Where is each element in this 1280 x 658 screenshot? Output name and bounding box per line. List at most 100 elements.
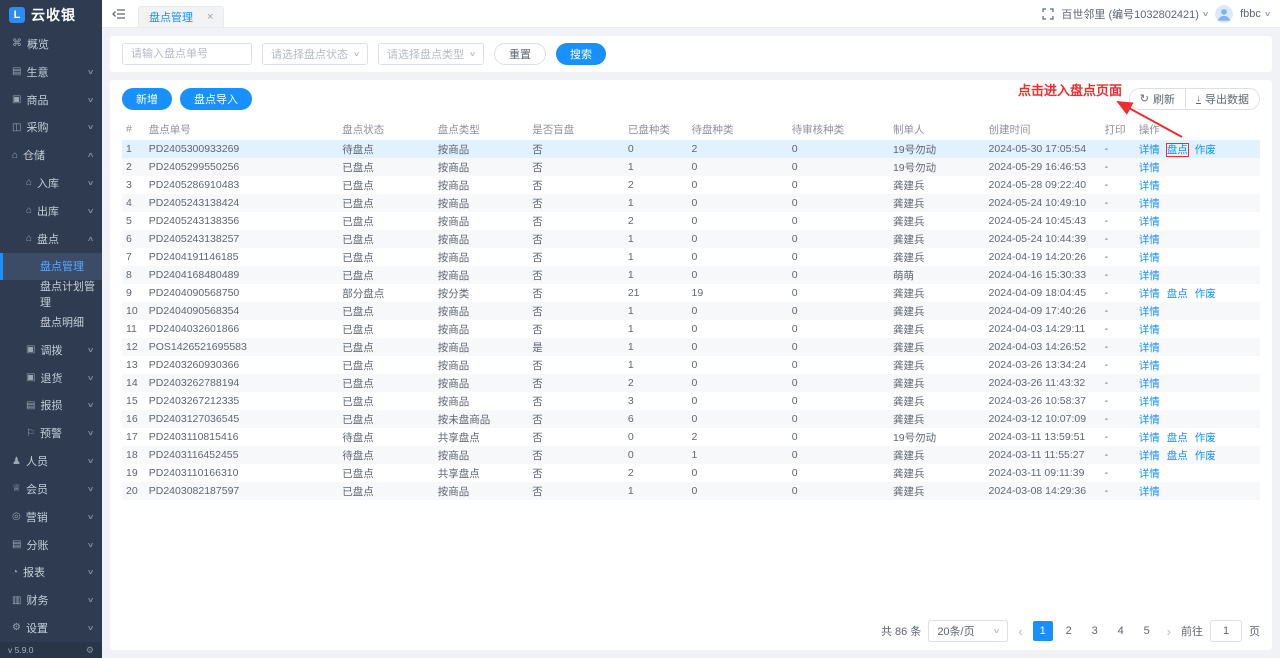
op-detail-link[interactable]: 详情 (1138, 323, 1160, 336)
chevron-up-icon: ∧ (86, 235, 95, 243)
export-button[interactable]: ↓ 导出数据 (1185, 89, 1259, 109)
sidebar-item-marketing[interactable]: ◎ 营销 ∨ (0, 503, 102, 531)
sidebar-item-business[interactable]: ▤ 生意 ∨ (0, 58, 102, 86)
store-selector[interactable]: 百世邻里 (编号1032802421) ∨ (1061, 6, 1209, 22)
op-detail-link[interactable]: 详情 (1138, 215, 1160, 228)
cell-ops: 详情 (1135, 212, 1260, 230)
purchase-icon: ◫ (12, 121, 22, 133)
cell-created: 2024-03-26 13:34:24 (988, 359, 1087, 371)
sidebar-item-split-account[interactable]: ▤ 分账 ∨ (0, 531, 102, 559)
user-menu[interactable]: fbbc ∨ (1240, 8, 1271, 20)
op-detail-link[interactable]: 详情 (1138, 449, 1160, 462)
cell-blind: 否 (532, 215, 543, 228)
sidebar-item-returns[interactable]: ▣ 退货 ∨ (0, 364, 102, 392)
sidebar-item-outbound[interactable]: ⌂ 出库 ∨ (0, 197, 102, 225)
cell-order_no: PD2404090568354 (148, 305, 240, 317)
sidebar-item-inbound[interactable]: ⌂ 入库 ∨ (0, 169, 102, 197)
cell-creator: 龚建兵 (892, 359, 925, 372)
cell-blind: 否 (532, 485, 543, 498)
op-detail-link[interactable]: 详情 (1138, 233, 1160, 246)
page-size-value: 20条/页 (937, 626, 975, 638)
op-detail-link[interactable]: 详情 (1138, 485, 1160, 498)
cell-counted: 6 (627, 413, 634, 425)
op-detail-link[interactable]: 详情 (1138, 251, 1160, 264)
op-void-link[interactable]: 作废 (1194, 287, 1216, 300)
collapse-sidebar-icon[interactable] (112, 8, 126, 20)
add-button[interactable]: 新增 (122, 88, 172, 110)
next-page-button[interactable]: › (1164, 624, 1174, 639)
prev-page-button[interactable]: ‹ (1015, 624, 1025, 639)
op-void-link[interactable]: 作废 (1194, 431, 1216, 444)
cell-no: 10 (126, 305, 138, 317)
op-detail-link[interactable]: 详情 (1138, 179, 1160, 192)
sidebar-item-warehouse[interactable]: ⌂ 仓储 ∧ (0, 141, 102, 169)
cell-blind: 否 (532, 233, 543, 246)
order-no-input[interactable] (122, 43, 252, 65)
sidebar-item-label: 设置 (25, 622, 48, 635)
sidebar-nav: ⌘ 概览 ▤ 生意 ∨ ▣ 商品 ∨ ◫ 采购 ∨ ⌂ 仓储 ∧ ⌂ 入库 ∨ ⌂ 出库 ∨ ⌂ 盘点 ∧ 盘点管理 盘点计划管… (0, 30, 102, 642)
op-stocktake-link[interactable]: 盘点 (1166, 449, 1188, 462)
tab-stocktake-management[interactable]: 盘点管理 × (138, 6, 225, 27)
fullscreen-icon[interactable] (1042, 7, 1054, 20)
sidebar-item-transfer[interactable]: ▣ 调拨 ∨ (0, 336, 102, 364)
cell-status: 已盘点 (342, 161, 374, 174)
cell-creator: 龚建兵 (892, 323, 925, 336)
op-detail-link[interactable]: 详情 (1138, 287, 1160, 300)
page-number-4[interactable]: 4 (1117, 625, 1124, 637)
op-detail-link[interactable]: 详情 (1138, 467, 1160, 480)
op-detail-link[interactable]: 详情 (1138, 305, 1160, 318)
sidebar-item-alert[interactable]: ⚐ 预警 ∨ (0, 419, 102, 447)
op-detail-link[interactable]: 详情 (1138, 395, 1160, 408)
sidebar-item-damage[interactable]: ▤ 报损 ∨ (0, 392, 102, 420)
chevron-down-icon: ∨ (86, 569, 95, 577)
op-detail-link[interactable]: 详情 (1138, 161, 1160, 174)
type-select[interactable]: 请选择盘点类型 ∨ (378, 43, 484, 65)
sidebar-item-purchase[interactable]: ◫ 采购 ∨ (0, 113, 102, 141)
page-number-2[interactable]: 2 (1065, 625, 1072, 637)
sidebar-item-report[interactable]: ◔ 报表 ∨ (0, 558, 102, 586)
op-void-link[interactable]: 作废 (1194, 143, 1216, 156)
cell-counted: 3 (627, 395, 634, 407)
op-detail-link[interactable]: 详情 (1138, 377, 1160, 390)
sidebar-item-stocktake-detail[interactable]: 盘点明细 (0, 308, 102, 336)
op-detail-link[interactable]: 详情 (1138, 359, 1160, 372)
sidebar-item-stocktake-plan-management[interactable]: 盘点计划管理 (0, 280, 102, 309)
op-stocktake-link[interactable]: 盘点 (1166, 287, 1188, 300)
sidebar-item-goods[interactable]: ▣ 商品 ∨ (0, 86, 102, 114)
search-button[interactable]: 搜索 (556, 43, 606, 65)
cell-order_no: PD2404032601866 (148, 323, 240, 335)
app-logo-icon: L (9, 7, 25, 23)
goto-page-input[interactable] (1210, 620, 1242, 642)
sidebar-item-stocktake[interactable]: ⌂ 盘点 ∧ (0, 225, 102, 253)
page-number-5[interactable]: 5 (1143, 625, 1150, 637)
cell-created: 2024-05-30 17:05:54 (988, 143, 1087, 155)
op-stocktake-link[interactable]: 盘点 (1166, 143, 1188, 156)
op-detail-link[interactable]: 详情 (1138, 413, 1160, 426)
sidebar-item-overview[interactable]: ⌘ 概览 (0, 30, 102, 58)
op-detail-link[interactable]: 详情 (1138, 143, 1160, 156)
op-detail-link[interactable]: 详情 (1138, 197, 1160, 210)
cell-blind: 否 (532, 179, 543, 192)
op-detail-link[interactable]: 详情 (1138, 341, 1160, 354)
reset-button[interactable]: 重置 (494, 43, 546, 65)
import-button[interactable]: 盘点导入 (180, 88, 252, 110)
page-size-select[interactable]: 20条/页 ∨ (928, 620, 1009, 642)
sidebar-item-member[interactable]: ♕ 会员 ∨ (0, 475, 102, 503)
op-stocktake-link[interactable]: 盘点 (1166, 431, 1188, 444)
refresh-button[interactable]: ↻ 刷新 (1129, 89, 1185, 109)
status-select[interactable]: 请选择盘点状态 ∨ (262, 43, 368, 65)
op-detail-link[interactable]: 详情 (1138, 269, 1160, 282)
page-number-1[interactable]: 1 (1032, 621, 1053, 641)
close-icon[interactable]: × (207, 11, 214, 23)
page-number-3[interactable]: 3 (1091, 625, 1098, 637)
sidebar-item-finance[interactable]: ▥ 财务 ∨ (0, 586, 102, 614)
sidebar-item-settings[interactable]: ⚙ 设置 ∨ (0, 614, 102, 642)
op-detail-link[interactable]: 详情 (1138, 431, 1160, 444)
cell-no: 7 (126, 251, 132, 263)
sidebar-item-stocktake-management[interactable]: 盘点管理 (0, 252, 102, 281)
op-void-link[interactable]: 作废 (1194, 449, 1216, 462)
gear-icon[interactable]: ⚙ (85, 644, 94, 655)
cell-order_no: PD2403260930366 (148, 359, 240, 371)
chevron-down-icon: ∨ (86, 513, 95, 521)
sidebar-item-staff[interactable]: ♟ 人员 ∨ (0, 447, 102, 475)
